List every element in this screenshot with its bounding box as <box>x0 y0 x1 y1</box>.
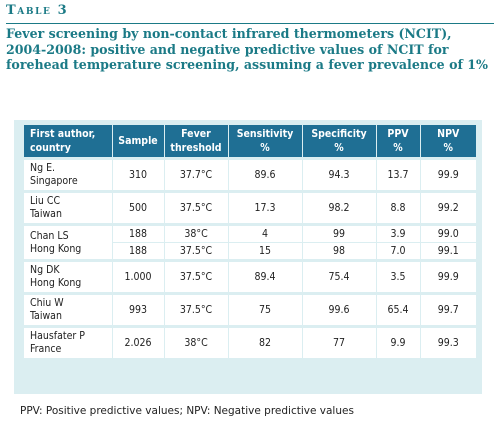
author-cell: Chan LS Hong Kong <box>24 223 113 261</box>
threshold-cell: 37.5°C <box>164 242 229 261</box>
specificity-cell: 77 <box>302 325 377 358</box>
npv-cell: 99.7 <box>420 292 476 327</box>
threshold-cell: 38°C <box>164 223 229 243</box>
table-row: 188 37.5°C 15 98 7.0 99.1 <box>24 242 476 261</box>
data-table: First author, country Sample Fever thresho… <box>24 125 476 358</box>
npv-cell: 99.9 <box>420 157 476 192</box>
npv-cell: 99.9 <box>420 259 476 294</box>
table-row: Liu CC Taiwan 500 37.5°C 17.3 98.2 8.8 99… <box>24 190 476 225</box>
sample-cell: 188 <box>112 223 165 243</box>
sensitivity-cell: 4 <box>228 223 303 243</box>
table-label: Table 3 <box>6 3 69 18</box>
author-cell: Liu CC Taiwan <box>24 190 113 225</box>
ppv-cell: 3.5 <box>376 259 421 294</box>
sample-cell: 500 <box>112 190 165 225</box>
col-header-sample: Sample <box>112 125 165 159</box>
sensitivity-cell: 89.6 <box>228 157 303 192</box>
ppv-cell: 7.0 <box>376 242 421 261</box>
author-cell: Chiu W Taiwan <box>24 292 113 327</box>
table-row: Ng DK Hong Kong 1.000 37.5°C 89.4 75.4 3.… <box>24 259 476 294</box>
author-cell: Ng DK Hong Kong <box>24 259 113 294</box>
specificity-cell: 99.6 <box>302 292 377 327</box>
specificity-cell: 94.3 <box>302 157 377 192</box>
sample-cell: 188 <box>112 242 165 261</box>
col-header-specificity: Specificity% <box>302 125 377 159</box>
threshold-cell: 37.5°C <box>164 190 229 225</box>
sample-cell: 993 <box>112 292 165 327</box>
sensitivity-cell: 15 <box>228 242 303 261</box>
col-header-ppv: PPV% <box>376 125 421 159</box>
table-row: Chan LS Hong Kong 188 38°C 4 99 3.9 99.0 <box>24 223 476 261</box>
sample-cell: 2.026 <box>112 325 165 358</box>
col-header-sensitivity: Sensitivity% <box>228 125 303 159</box>
col-header-npv: NPV% <box>420 125 476 159</box>
table-row: Hausfater P France 2.026 38°C 82 77 9.9 9… <box>24 325 476 358</box>
specificity-cell: 98 <box>302 242 377 261</box>
col-header-threshold: Fever threshold <box>164 125 229 159</box>
specificity-cell: 75.4 <box>302 259 377 294</box>
npv-cell: 99.1 <box>420 242 476 261</box>
ppv-cell: 9.9 <box>376 325 421 358</box>
author-cell: Ng E. Singapore <box>24 157 113 192</box>
ppv-cell: 13.7 <box>376 157 421 192</box>
sensitivity-cell: 17.3 <box>228 190 303 225</box>
threshold-cell: 38°C <box>164 325 229 358</box>
author-cell: Hausfater P France <box>24 325 113 358</box>
npv-cell: 99.3 <box>420 325 476 358</box>
title-rule <box>6 23 494 24</box>
ppv-cell: 65.4 <box>376 292 421 327</box>
table-row: Ng E. Singapore 310 37.7°C 89.6 94.3 13.7… <box>24 157 476 192</box>
npv-cell: 99.2 <box>420 190 476 225</box>
table-caption: Fever screening by non-contact infrared … <box>6 26 489 72</box>
threshold-cell: 37.7°C <box>164 157 229 192</box>
footnote: PPV: Positive predictive values; NPV: Ne… <box>20 405 354 417</box>
ppv-cell: 8.8 <box>376 190 421 225</box>
threshold-cell: 37.5°C <box>164 292 229 327</box>
sensitivity-cell: 82 <box>228 325 303 358</box>
specificity-cell: 98.2 <box>302 190 377 225</box>
specificity-cell: 99 <box>302 223 377 243</box>
sensitivity-cell: 75 <box>228 292 303 327</box>
ppv-cell: 3.9 <box>376 223 421 243</box>
threshold-cell: 37.5°C <box>164 259 229 294</box>
npv-cell: 99.0 <box>420 223 476 243</box>
sensitivity-cell: 89.4 <box>228 259 303 294</box>
col-header-author: First author, country <box>24 125 113 159</box>
sample-cell: 1.000 <box>112 259 165 294</box>
header-row: First author, country Sample Fever thresho… <box>24 125 476 159</box>
sample-cell: 310 <box>112 157 165 192</box>
table-row: Chiu W Taiwan 993 37.5°C 75 99.6 65.4 99.… <box>24 292 476 327</box>
